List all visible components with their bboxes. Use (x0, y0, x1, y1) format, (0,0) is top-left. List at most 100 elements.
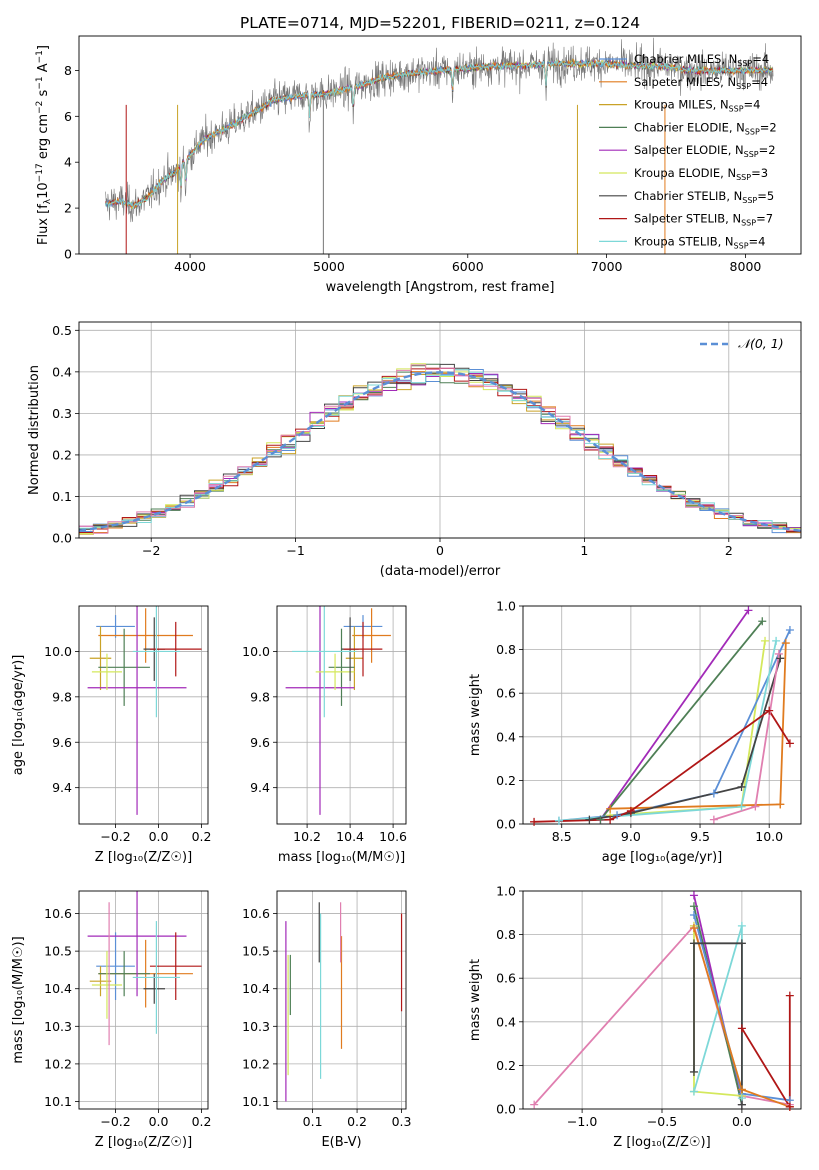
legend-entry-value: =2 (760, 120, 777, 134)
age_vs_mass-y-tick-label: 10.0 (242, 644, 270, 659)
mass_weight_vs_age-x-tick-label: 9.5 (690, 829, 710, 844)
spectrum-y-axis-label-part: 10 (36, 182, 51, 199)
errorbar-point (345, 626, 363, 691)
mass_weight_vs_age-y-tick-label: 0.0 (496, 817, 516, 832)
spectrum-legend: Chabrier MILES, NSSP=4 Salpeter MILES, NS… (599, 52, 777, 250)
series-marker (785, 991, 794, 1000)
series-marker (758, 617, 767, 626)
series-marker (689, 902, 698, 911)
series-marker (751, 802, 760, 811)
series-marker (530, 817, 539, 826)
errorbar-point (343, 621, 383, 677)
mass_vs_Z-x-axis-label: Z [log₁₀(Z/Z☉)] (95, 1135, 192, 1150)
mass_weight_vs_age-x-tick-label: 10.0 (755, 829, 783, 844)
legend-entry-sub: SSP (745, 127, 760, 136)
mass_vs_Z-x-tick-label: 0.0 (149, 1114, 169, 1129)
mass_vs_Z-y-tick-label: 10.3 (44, 1019, 72, 1034)
series-marker (785, 739, 794, 748)
age_vs_Z-y-tick-label: 9.4 (52, 780, 72, 795)
mass_weight_vs_Z-x-axis-label: Z [log₁₀(Z/Z☉)] (613, 1135, 710, 1150)
spectrum-y-axis-label-part: s (36, 89, 51, 100)
series-marker (554, 816, 563, 825)
series-marker (737, 1024, 746, 1033)
mass_vs_Z-y-tick-label: 10.6 (44, 906, 72, 921)
mass_vs_Z-frame: −0.2 0.0 0.2 10.1 10.2 10.3 10.4 10.5 10.6 Z [log… (11, 890, 212, 1150)
mass_weight_vs_Z-x-tick-label: −0.5 (647, 1114, 677, 1129)
spectrum-y-axis-label-part: −17 (35, 163, 45, 182)
residuals-y-tick-label: 0.4 (52, 364, 72, 379)
legend-entry-value: =5 (757, 189, 774, 203)
series-marker (744, 606, 753, 615)
mass_weight_vs_Z-frame: −1.0 −0.5 0.0 0.0 0.2 0.4 0.6 0.8 1.0 Z [log₁₀(Z/… (468, 884, 802, 1150)
age_vs_Z-y-tick-label: 9.6 (52, 735, 72, 750)
series-marker (776, 800, 785, 809)
series-marker (689, 910, 698, 919)
errorbar-point (143, 973, 165, 1004)
errorbar-point (98, 628, 150, 706)
age_vs_Z-plot-area (87, 606, 202, 815)
series-marker (772, 636, 781, 645)
series-marker (737, 782, 746, 791)
legend-entry-value: =4 (752, 52, 769, 66)
spectrum-y-axis-label-part: A (36, 63, 51, 76)
mass_vs_Z-plot-area (87, 891, 202, 1046)
errorbar-point (352, 608, 391, 663)
series-marker (776, 654, 785, 663)
age_vs_mass-frame: 10.2 10.4 10.6 9.4 9.6 9.8 10.0 mass [log₁₀(M/M… (242, 605, 407, 865)
series-marker (689, 939, 698, 948)
errorbar-point (149, 621, 202, 677)
errorbar-point (285, 606, 355, 815)
mass_weight_vs_age-y-tick-label: 0.4 (496, 729, 516, 744)
mass_weight_vs_Z-y-tick-label: 0.2 (496, 1058, 516, 1073)
mass_weight_vs_Z-axes: −1.0 −0.5 0.0 0.0 0.2 0.4 0.6 0.8 1.0 Z [log₁₀(Z/… (468, 884, 802, 1150)
mass_weight_vs_Z-y-tick-label: 0.6 (496, 971, 516, 986)
mass_weight_vs_Z-x-tick-label: 0.0 (732, 1114, 752, 1129)
residuals-y-tick-label: 0.0 (52, 531, 72, 546)
age_vs_Z-x-tick-label: 0.0 (149, 829, 169, 844)
mass_vs_Z-y-tick-label: 10.4 (44, 981, 72, 996)
residuals-x-axis-label: (data-model)/error (380, 564, 501, 579)
mass_vs_Z-y-tick-label: 10.2 (44, 1056, 72, 1071)
spectrum-y-axis-label-part: ] (36, 45, 51, 50)
series-marker (737, 939, 746, 948)
spectrum-frame-rect (78, 35, 802, 255)
mass_vs_ebv-y-tick-label: 10.4 (242, 981, 270, 996)
legend-entry-sub: SSP (736, 82, 751, 91)
mass_weight_vs_Z-plot-area (533, 895, 791, 1109)
age_vs_mass-x-axis-label: mass [log₁₀(M/M☉)] (278, 850, 405, 865)
errorbar-point (149, 932, 202, 1000)
mass_weight_vs_age-axes: 8.5 9.0 9.5 10.0 0.0 0.2 0.4 0.6 0.8 1.0 age [log₁… (468, 599, 802, 865)
legend-entry-sub: SSP (734, 241, 749, 250)
mass_vs_ebv-x-tick-label: 0.3 (392, 1114, 412, 1129)
mass_vs_Z-x-tick-label: 0.2 (192, 1114, 212, 1129)
spectrum-x-tick-label: 5000 (313, 259, 345, 274)
series-line (741, 995, 791, 1109)
mass_weight_vs_age-x-tick-label: 8.5 (552, 829, 572, 844)
residuals-y-axis-label: Normed distribution (27, 365, 42, 495)
legend-entry: Kroupa STELIB, NSSP=4 (634, 234, 765, 250)
mass_weight_vs_Z-grid (523, 890, 801, 1110)
mass_vs_Z-frame-rect (78, 890, 209, 1110)
mass_vs_ebv-axes: 0.1 0.2 0.3 10.1 10.2 10.3 10.4 10.5 10.6 E(B-V) (242, 890, 412, 1150)
spectrum-y-tick-label: 0 (64, 247, 72, 262)
mass_vs_ebv-frame: 0.1 0.2 0.3 10.1 10.2 10.3 10.4 10.5 10.6 E(B-V) (242, 890, 412, 1150)
figure-title: PLATE=0714, MJD=52201, FIBERID=0211, z=0… (240, 14, 640, 32)
mass_weight_vs_Z-y-tick-label: 0.0 (496, 1102, 516, 1117)
series-marker (689, 1067, 698, 1076)
residuals-frame: −2 −1 0 1 2 0.0 0.1 0.2 0.3 0.4 0.5 (data-model)/er… (27, 321, 802, 579)
mass_vs_ebv-x-tick-label: 0.2 (347, 1114, 367, 1129)
spectrum-y-tick-label: 4 (64, 155, 72, 170)
series-marker (737, 802, 746, 811)
series-marker (709, 815, 718, 824)
spectrum-y-axis-label-part: −2 (35, 101, 45, 114)
spectrum-x-tick-label: 6000 (452, 259, 484, 274)
age_vs_mass-frame-rect (276, 605, 407, 825)
errorbar-point (98, 608, 193, 663)
errorbar-point (98, 951, 150, 997)
mass_weight_vs_age-frame-rect (522, 605, 802, 825)
mass_weight_vs_age-y-tick-label: 0.2 (496, 773, 516, 788)
series-line (599, 609, 750, 821)
mass_weight_vs_age-y-axis-label: mass weight (468, 674, 483, 756)
series-marker (737, 1085, 746, 1094)
